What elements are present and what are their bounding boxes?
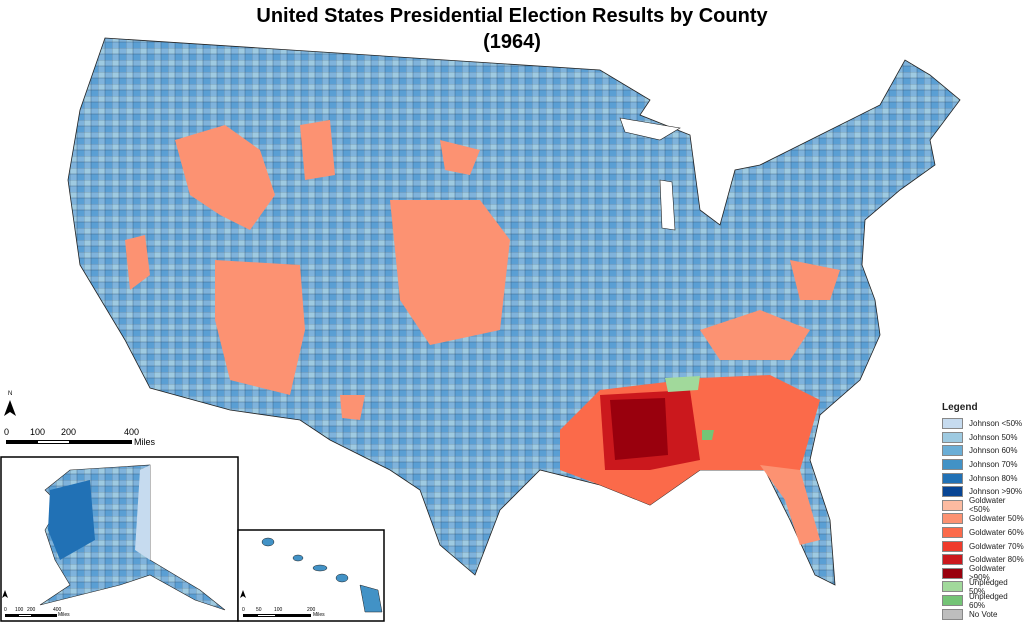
legend-label: Goldwater >90% [969, 564, 1006, 583]
legend-swatch [942, 608, 963, 620]
legend-item: Goldwater 80% [940, 553, 1024, 567]
map-title: United States Presidential Election Resu… [256, 5, 768, 27]
legend-swatch [942, 418, 963, 430]
legend-item: Goldwater 60% [940, 526, 1024, 540]
scale-unit: Miles [134, 437, 156, 447]
legend-swatch [942, 445, 963, 457]
legend-swatch [942, 581, 963, 593]
legend-item: Unpledged 50% [940, 577, 1024, 596]
legend-swatch [942, 554, 963, 566]
legend-item: Johnson 70% [940, 458, 1024, 472]
legend-title: Legend [942, 402, 978, 413]
goldwater-counties [125, 120, 840, 545]
legend-label: Johnson 70% [969, 460, 1018, 470]
legend-label: Unpledged 50% [969, 577, 1008, 596]
scale-tick: 100 [274, 607, 283, 613]
legend-swatch [942, 459, 963, 471]
legend-swatch [942, 499, 963, 511]
scale-tick: 100 [30, 427, 46, 437]
legend-label: Goldwater 60% [969, 528, 1024, 538]
legend: Legend Johnson <50% Johnson 50% Johnson 60… [940, 402, 1024, 621]
legend-swatch [942, 513, 963, 525]
legend-item: Johnson 80% [940, 471, 1024, 485]
scale-tick: 200 [61, 427, 77, 437]
hawaii-inset [237, 529, 385, 622]
north-arrow-icon [4, 400, 16, 416]
scale-tick: 100 [15, 607, 24, 613]
legend-swatch [942, 595, 963, 607]
legend-item: Goldwater >90% [940, 564, 1024, 583]
legend-item: Goldwater 70% [940, 539, 1024, 553]
scale-tick: 200 [307, 607, 316, 613]
scale-tick: 400 [124, 427, 140, 437]
legend-label: Unpledged 60% [969, 591, 1008, 610]
scale-tick: 200 [27, 607, 36, 613]
legend-swatch [942, 431, 963, 443]
legend-item: Johnson >90% [940, 485, 1024, 499]
legend-swatch [942, 540, 963, 552]
scale-unit: Miles [313, 612, 325, 618]
legend-label: Johnson >90% [969, 487, 1023, 497]
legend-label: No Vote [969, 609, 998, 619]
legend-item: Johnson 50% [940, 431, 1024, 445]
legend-swatch [942, 486, 963, 498]
legend-item: Unpledged 60% [940, 591, 1024, 610]
scale-tick: 0 [4, 427, 10, 437]
legend-swatch [942, 527, 963, 539]
legend-item: No Vote [940, 607, 1024, 621]
main-scale-bar [6, 440, 132, 444]
legend-label: Johnson 50% [969, 432, 1018, 442]
legend-swatch [942, 472, 963, 484]
legend-label: Johnson 80% [969, 473, 1018, 483]
legend-label: Johnson 60% [969, 446, 1018, 456]
legend-label: Goldwater 50% [969, 514, 1024, 524]
legend-label: Goldwater <50% [969, 496, 1006, 515]
legend-item: Goldwater <50% [940, 496, 1024, 515]
legend-item: Johnson <50% [940, 417, 1024, 431]
legend-label: Johnson <50% [969, 419, 1023, 429]
legend-item: Goldwater 50% [940, 512, 1024, 526]
scale-tick: 400 [53, 607, 62, 613]
scale-tick: 0 [4, 607, 7, 613]
scale-tick: 0 [242, 607, 245, 613]
scale-unit: Miles [58, 612, 70, 618]
scale-tick: 50 [256, 607, 262, 613]
legend-swatch [942, 567, 963, 579]
legend-label: Goldwater 70% [969, 541, 1024, 551]
legend-item: Johnson 60% [940, 444, 1024, 458]
map-subtitle: (1964) [483, 31, 541, 53]
hawaii [261, 537, 383, 613]
north-label: N [8, 391, 13, 397]
legend-label: Goldwater 80% [969, 555, 1024, 565]
